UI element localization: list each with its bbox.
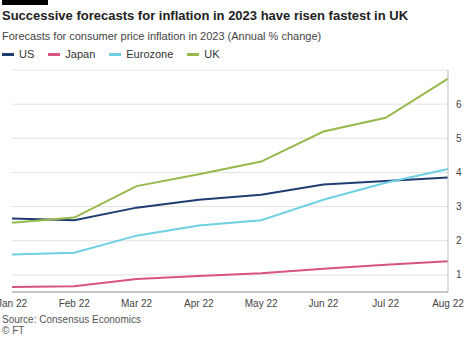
html-text:Eurozone: Eurozone — [126, 48, 174, 60]
html-text:Successive forecasts for infla: Successive forecasts for inflation in 20… — [2, 8, 408, 23]
html-text:© FT: © FT — [2, 325, 25, 336]
svg-text:3: 3 — [456, 201, 462, 212]
html-text:US: US — [19, 48, 35, 60]
svg-text:May 22: May 22 — [245, 298, 278, 309]
svg-text:Jun 22: Jun 22 — [308, 298, 338, 309]
html-text:UK: UK — [204, 48, 220, 60]
svg-text:Jan 22: Jan 22 — [8, 298, 27, 309]
svg-text:Apr 22: Apr 22 — [184, 298, 214, 309]
svg-text:Mar 22: Mar 22 — [121, 298, 153, 309]
svg-text:Aug 22: Aug 22 — [432, 298, 464, 309]
svg-text:4: 4 — [456, 167, 462, 178]
html-text:Japan: Japan — [65, 48, 96, 60]
svg-text:Jul 22: Jul 22 — [372, 298, 399, 309]
svg-text:Feb 22: Feb 22 — [59, 298, 91, 309]
html-text:Forecasts for consumer price i: Forecasts for consumer price inflation i… — [2, 30, 322, 42]
svg-text:1: 1 — [456, 269, 462, 280]
svg-text:2: 2 — [456, 235, 462, 246]
svg-text:6: 6 — [456, 99, 462, 110]
html-text:Source: Consensus Economics: Source: Consensus Economics — [2, 314, 141, 325]
svg-text:5: 5 — [456, 133, 462, 144]
